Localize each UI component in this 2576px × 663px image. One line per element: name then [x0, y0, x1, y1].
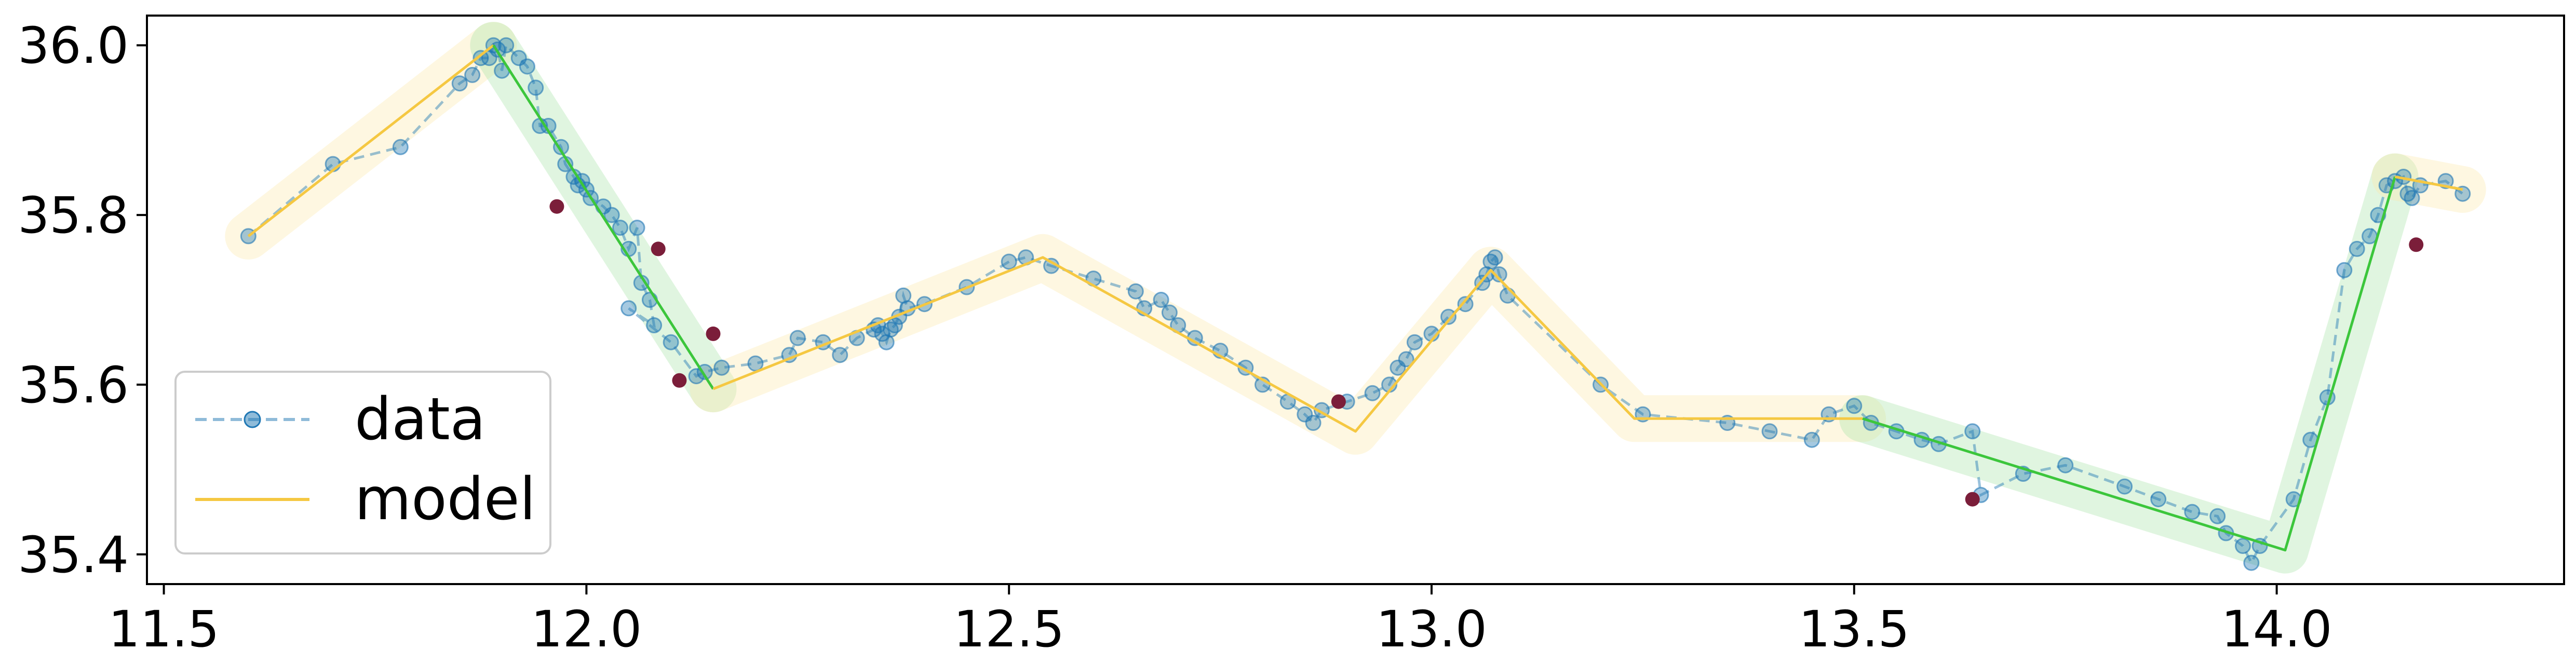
data-point: [2349, 240, 2365, 257]
data-point: [1964, 423, 1981, 440]
x-tick-label: 11.5: [109, 600, 220, 658]
outlier-point: [672, 373, 687, 388]
data-point: [2057, 457, 2074, 473]
outlier-point: [1331, 394, 1346, 409]
model-line-4: [2395, 175, 2463, 191]
data-point: [832, 347, 848, 363]
y-axis: 35.4 35.6 35.8 36.0: [18, 17, 147, 584]
x-tick-label: 13.5: [1799, 600, 1910, 658]
data-point: [2184, 504, 2201, 520]
data-point: [1406, 334, 1423, 350]
data-point: [2209, 508, 2226, 524]
data-point: [2150, 491, 2167, 508]
x-tick-label: 12.0: [531, 600, 642, 658]
data-point: [1803, 431, 1820, 448]
data-point: [713, 359, 730, 376]
plot-frame: [146, 15, 2565, 585]
data-point: [2243, 554, 2260, 571]
data-point: [789, 330, 806, 346]
model-line-2: [712, 256, 1863, 433]
x-tick-label: 13.0: [1376, 600, 1487, 658]
outlier-series: [549, 199, 2424, 507]
data-point: [874, 326, 891, 342]
data-point: [1001, 253, 1017, 270]
data-point: [629, 220, 645, 236]
data-point: [392, 139, 409, 155]
data-point: [1491, 266, 1507, 282]
model-line-3: [1862, 176, 2396, 552]
outlier-point: [651, 241, 666, 256]
legend-frame: [174, 371, 551, 554]
data-point: [1127, 283, 1144, 300]
data-point: [2235, 538, 2251, 554]
y-tick-label: 35.8: [18, 186, 129, 245]
data-point: [528, 79, 544, 96]
data-point: [2116, 478, 2133, 495]
data-point: [1457, 296, 1474, 313]
data-point: [1153, 292, 1169, 308]
model-line-0: [247, 44, 494, 237]
data-point: [1500, 287, 1516, 304]
outlier-point: [549, 199, 564, 214]
data-point: [519, 58, 535, 75]
outlier-point: [2409, 237, 2424, 252]
data-point: [1440, 308, 1456, 325]
data-point: [1761, 423, 1778, 440]
data-point: [1846, 398, 1863, 414]
x-axis: 11.5 12.0 12.5 13.0 13.5 14.0: [109, 584, 2332, 658]
data-point: [603, 207, 620, 223]
data-point: [498, 37, 515, 53]
data-point: [886, 317, 903, 333]
data-point: [451, 75, 468, 92]
legend-data-marker: [244, 411, 261, 428]
data-point: [1398, 351, 1414, 368]
y-tick-label: 35.6: [18, 356, 129, 414]
data-point: [1305, 415, 1321, 431]
outlier-point: [706, 326, 721, 341]
y-tick-label: 35.4: [18, 526, 129, 584]
y-tick-label: 36.0: [18, 17, 129, 75]
x-tick-label: 12.5: [953, 600, 1064, 658]
outlier-point: [1965, 492, 1980, 507]
legend-data-label: data: [355, 386, 485, 453]
data-point: [646, 317, 663, 333]
data-point: [747, 355, 764, 372]
data-point: [1364, 385, 1381, 401]
data-point: [621, 300, 637, 317]
data-point: [663, 334, 679, 350]
data-point: [612, 220, 628, 236]
data-point: [464, 66, 481, 83]
data-point: [1487, 249, 1503, 266]
x-tick-label: 14.0: [2221, 600, 2332, 658]
legend-model-label: model: [355, 466, 536, 533]
data-point: [1161, 304, 1178, 321]
legend: data model: [174, 371, 551, 554]
model-line-1: [492, 44, 714, 390]
data-point: [2336, 262, 2353, 278]
data-point: [2404, 190, 2420, 206]
model-series: [247, 44, 2463, 552]
data-point: [473, 50, 489, 66]
